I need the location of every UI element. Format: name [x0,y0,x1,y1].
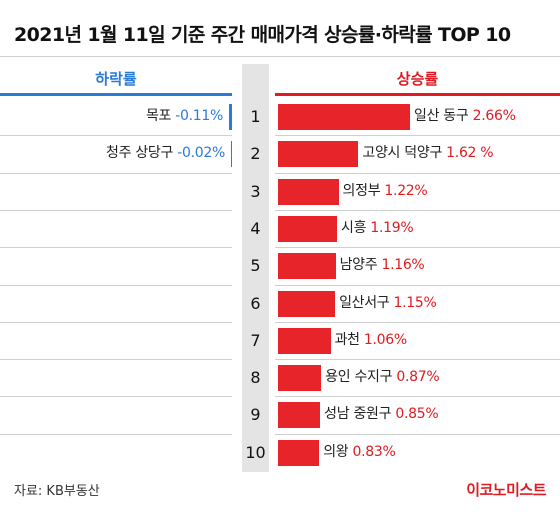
row-divider [275,135,560,137]
rise-label: 의정부 1.22% [343,173,428,209]
rise-label: 일산서구 1.15% [339,285,437,321]
fall-region-name: 청주 상당구 [106,145,174,162]
rise-label: 의왕 0.83% [323,434,396,470]
row-divider [0,359,232,361]
rise-bar [278,178,339,205]
rise-region-name: 의왕 [323,443,349,460]
rise-region-name: 일산 동구 [414,108,469,124]
rank-number: 1 [250,107,261,126]
rise-label: 시흥 1.19% [341,210,414,246]
brand-logo: 이코노미스트 [466,481,546,499]
rise-bar [278,439,320,466]
row-divider [275,247,560,249]
rise-bar [278,290,336,317]
rise-bar [278,327,331,354]
rise-label: 과천 1.06% [334,322,408,358]
fall-label: 청주 상당구 -0.02% [106,135,225,171]
row-divider [0,433,232,435]
rise-value-label: 0.87% [392,369,440,386]
rise-region-name: 고양시 덕양구 [362,145,443,162]
row-divider [0,172,232,174]
fall-region-name: 목포 [145,108,172,124]
rise-bar [278,365,322,392]
rise-bar [278,253,336,280]
row-divider [275,433,560,435]
row-divider [275,172,560,174]
rise-label: 성남 중원구 0.85% [324,396,438,432]
rank-number: 6 [250,293,261,313]
rise-value-label: 1.06% [359,331,407,348]
chart-title: 2021년 1월 11일 기준 주간 매매가격 상승률·하락률 TOP 10 [14,24,511,46]
rank-number: 4 [250,218,261,238]
row-divider [275,321,560,323]
rise-region-name: 일산서구 [339,294,390,311]
rank-number: 9 [250,405,261,425]
fall-value-label: -0.02% [173,145,225,162]
rise-bar [278,215,338,242]
rise-label: 일산 동구 2.66% [414,98,516,134]
fall-label: 목포 -0.11% [146,98,223,134]
rank-number: 3 [250,181,261,201]
row-divider [0,209,232,211]
row-divider [275,284,560,286]
fall-header-underline [0,93,232,96]
fall-bar [231,141,232,168]
row-divider [275,209,560,211]
rank-number: 2 [250,144,261,164]
rise-region-name: 남양주 [339,257,378,274]
rise-label: 남양주 1.16% [340,247,425,283]
rank-number: 5 [250,256,261,276]
rise-bar [278,402,321,429]
rise-region-name: 용인 수지구 [325,369,393,386]
rank-number: 8 [250,368,261,388]
row-divider [0,135,232,137]
row-divider [0,247,232,249]
rise-bar [278,141,359,168]
fall-header: 하락률 [95,70,137,88]
row-divider [0,396,232,398]
rise-header: 상승률 [396,70,439,88]
rise-value-label: 1.15% [389,294,437,311]
row-divider [0,284,232,286]
rank-number: 10 [245,442,266,462]
rise-region-name: 시흥 [341,219,367,236]
row-divider [275,359,560,361]
rise-value-label: 0.83% [348,443,396,460]
rise-label: 용인 수지구 0.87% [325,359,439,395]
rise-value-label: 1.22% [380,182,428,199]
source-note: 자료: KB부동산 [14,484,100,499]
rank-column [242,64,269,472]
fall-bar [229,104,232,130]
rise-region-name: 과천 [334,331,360,348]
rise-value-label: 1.16% [377,257,425,274]
rise-value-label: 0.85% [391,406,439,423]
rise-value-label: 1.19% [366,219,414,236]
rise-region-name: 의정부 [342,182,381,199]
row-divider [275,396,560,398]
top-divider [0,56,560,57]
rise-header-underline [275,93,560,96]
rise-region-name: 성남 중원구 [324,406,392,423]
fall-value-label: -0.11% [171,108,223,124]
rise-value-label: 2.66% [468,108,516,124]
rise-bar [278,104,410,130]
rank-number: 7 [250,330,261,350]
row-divider [0,321,232,323]
rise-value-label: 1.62 % [442,145,494,162]
rise-label: 고양시 덕양구 1.62 % [362,135,493,171]
